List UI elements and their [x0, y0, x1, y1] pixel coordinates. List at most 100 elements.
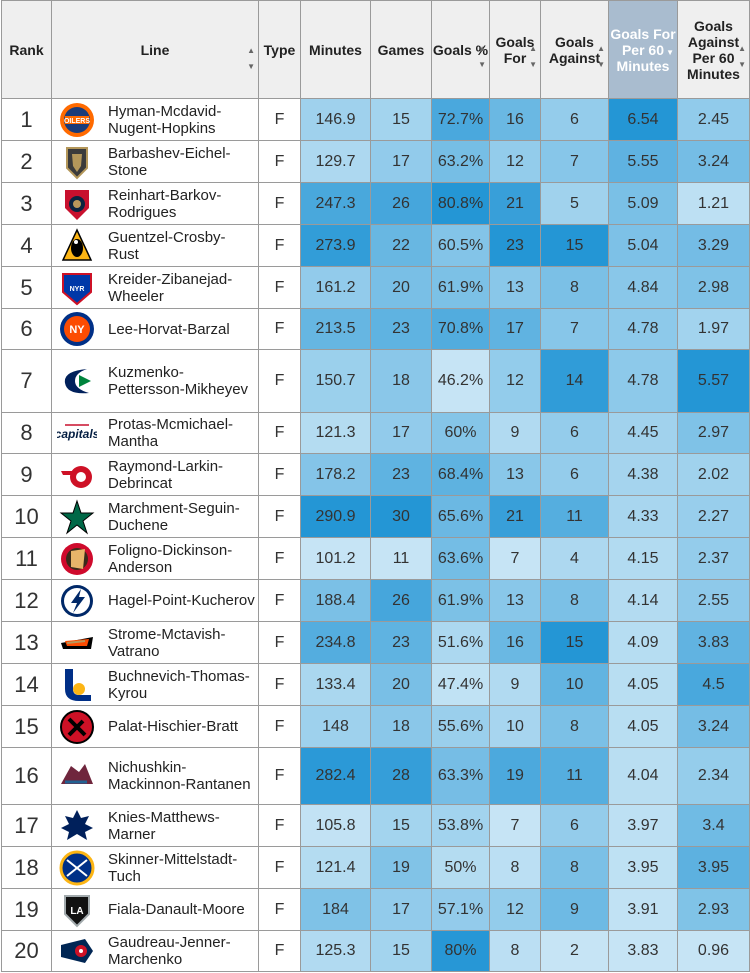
line-cell: Raymond-Larkin-Debrincat	[51, 453, 259, 496]
goals-pct-cell: 46.2%	[431, 349, 490, 413]
header-row: Rank Line ▲ ▼ Type Minutes Games Goals % ▲ ▼…	[1, 0, 750, 99]
goals-for-cell: 16	[489, 621, 541, 664]
table-row: 8 capitals Protas-Mcmichael-Mantha F121.317…	[1, 412, 750, 454]
goals-for-per-60-cell: 4.05	[608, 663, 678, 706]
goals-for-per-60-cell: 5.09	[608, 182, 678, 225]
goals-against-per-60-cell: 2.37	[677, 537, 750, 580]
goals-pct-cell: 63.2%	[431, 140, 490, 183]
line-cell: OILERS Hyman-Mcdavid-Nugent-Hopkins	[51, 98, 259, 141]
line-name[interactable]: Reinhart-Barkov-Rodrigues	[108, 186, 222, 221]
goals-against-cell: 6	[540, 98, 609, 141]
line-cell: LA Fiala-Danault-Moore	[51, 888, 259, 931]
line-name[interactable]: Gaudreau-Jenner-Marchenko	[108, 934, 231, 968]
header-minutes[interactable]: Minutes	[300, 0, 371, 99]
line-name[interactable]: Guentzel-Crosby-Rust	[108, 228, 226, 263]
goals-pct-cell: 47.4%	[431, 663, 490, 706]
type-cell: F	[258, 182, 301, 225]
header-goals-for[interactable]: Goals For ▲ ▼	[489, 0, 541, 99]
line-name[interactable]: Knies-Matthews-Marner	[108, 808, 220, 843]
goals-for-cell: 9	[489, 663, 541, 706]
svg-text:OILERS: OILERS	[64, 118, 90, 125]
line-cell: NY Lee-Horvat-Barzal	[51, 308, 259, 350]
line-name[interactable]: Marchment-Seguin-Duchene	[108, 499, 240, 534]
goals-for-per-60-cell: 4.14	[608, 579, 678, 622]
goals-for-cell: 12	[489, 140, 541, 183]
table-row: 14 Buchnevich-Thomas-Kyrou F 133.4 20 47.4% 9 1…	[1, 663, 750, 706]
header-games[interactable]: Games	[370, 0, 432, 99]
table-row: 2 Barbashev-Eichel-Stone F 129.7 17 63.2% 12 7 5…	[1, 140, 750, 183]
goals-for-cell: 19	[489, 747, 541, 805]
type-cell: F	[258, 98, 301, 141]
goals-for-cell: 13	[489, 266, 541, 309]
line-cell: Skinner-Mittelstadt-Tuch	[51, 846, 259, 889]
rangers-logo-icon: NYR	[53, 268, 103, 308]
table-row: 12 Hagel-Point-Kucherov F 188.4 26 61.9% 13 8 4.…	[1, 579, 750, 622]
games-cell: 20	[370, 266, 432, 309]
line-name[interactable]: Palat-Hischier-Bratt	[108, 718, 239, 735]
type-cell: F	[258, 930, 301, 972]
rank-cell: 2	[1, 140, 52, 183]
games-cell: 18	[370, 705, 432, 748]
goals-against-cell: 14	[540, 349, 609, 413]
line-cell: Knies-Matthews-Marner	[51, 804, 259, 847]
maple-leafs-logo-icon	[53, 806, 103, 846]
goals-pct-cell: 80%	[431, 930, 490, 972]
table-row: 6 NY Lee-Horvat-Barzal F 213.5 23 70.8% 17 7 4.78…	[1, 308, 750, 350]
header-goals-for-per-60[interactable]: Goals For Per 60 Minutes ▼	[608, 0, 678, 99]
goals-against-per-60-cell: 2.34	[677, 747, 750, 805]
sort-icon: ▲ ▼	[597, 44, 605, 69]
type-cell: F	[258, 412, 301, 454]
header-goals-against-per-60[interactable]: Goals Against Per 60 Minutes ▲ ▼	[677, 0, 750, 99]
line-name[interactable]: Hyman-Mcdavid-Nugent-Hopkins	[108, 102, 222, 137]
rank-cell: 9	[1, 453, 52, 496]
line-name[interactable]: Kreider-Zibanejad-Wheeler	[108, 270, 233, 305]
table-row: 19 LA Fiala-Danault-Moore F 184 17 57.1% 12 9 3.9…	[1, 888, 750, 931]
games-cell: 17	[370, 888, 432, 931]
header-goals-pct[interactable]: Goals % ▲ ▼	[431, 0, 490, 99]
minutes-cell: 148	[300, 705, 371, 748]
games-cell: 28	[370, 747, 432, 805]
type-cell: F	[258, 224, 301, 267]
line-name[interactable]: Protas-Mcmichael-Mantha	[108, 416, 234, 450]
line-name[interactable]: Strome-Mctavish-Vatrano	[108, 625, 226, 660]
goals-for-cell: 23	[489, 224, 541, 267]
type-cell: F	[258, 308, 301, 350]
rank-cell: 1	[1, 98, 52, 141]
minutes-cell: 161.2	[300, 266, 371, 309]
line-name[interactable]: Barbashev-Eichel-Stone	[108, 144, 231, 179]
sort-icon: ▲ ▼	[529, 44, 537, 69]
table-row: 3 Reinhart-Barkov-Rodrigues F 247.3 26 80.8% 2…	[1, 182, 750, 225]
line-name[interactable]: Nichushkin-Mackinnon-Rantanen	[108, 759, 251, 793]
goals-pct-cell: 63.6%	[431, 537, 490, 580]
goals-against-per-60-cell: 2.98	[677, 266, 750, 309]
svg-text:capitals: capitals	[57, 427, 97, 441]
header-type[interactable]: Type	[258, 0, 301, 99]
goals-pct-cell: 57.1%	[431, 888, 490, 931]
line-name[interactable]: Hagel-Point-Kucherov	[108, 592, 255, 609]
header-rank[interactable]: Rank	[1, 0, 52, 99]
minutes-cell: 121.3	[300, 412, 371, 454]
type-cell: F	[258, 663, 301, 706]
rank-cell: 4	[1, 224, 52, 267]
goals-against-cell: 6	[540, 453, 609, 496]
goals-for-cell: 21	[489, 495, 541, 538]
line-name[interactable]: Raymond-Larkin-Debrincat	[108, 457, 224, 492]
minutes-cell: 178.2	[300, 453, 371, 496]
line-name[interactable]: Lee-Horvat-Barzal	[108, 320, 230, 338]
line-name[interactable]: Skinner-Mittelstadt-Tuch	[108, 850, 238, 885]
line-cell: Reinhart-Barkov-Rodrigues	[51, 182, 259, 225]
goals-for-per-60-cell: 4.33	[608, 495, 678, 538]
header-goals-against[interactable]: Goals Against ▲ ▼	[540, 0, 609, 99]
header-line[interactable]: Line ▲ ▼	[51, 0, 259, 99]
goals-against-per-60-cell: 1.97	[677, 308, 750, 350]
goals-pct-cell: 70.8%	[431, 308, 490, 350]
line-name[interactable]: Fiala-Danault-Moore	[108, 901, 245, 918]
rank-cell: 7	[1, 349, 52, 413]
line-name[interactable]: Buchnevich-Thomas-Kyrou	[108, 667, 250, 702]
line-name[interactable]: Kuzmenko-Pettersson-Mikheyev	[108, 364, 249, 398]
goals-against-per-60-cell: 2.55	[677, 579, 750, 622]
goals-pct-cell: 55.6%	[431, 705, 490, 748]
line-cell: Guentzel-Crosby-Rust	[51, 224, 259, 267]
type-cell: F	[258, 266, 301, 309]
line-name[interactable]: Foligno-Dickinson-Anderson	[108, 541, 233, 576]
